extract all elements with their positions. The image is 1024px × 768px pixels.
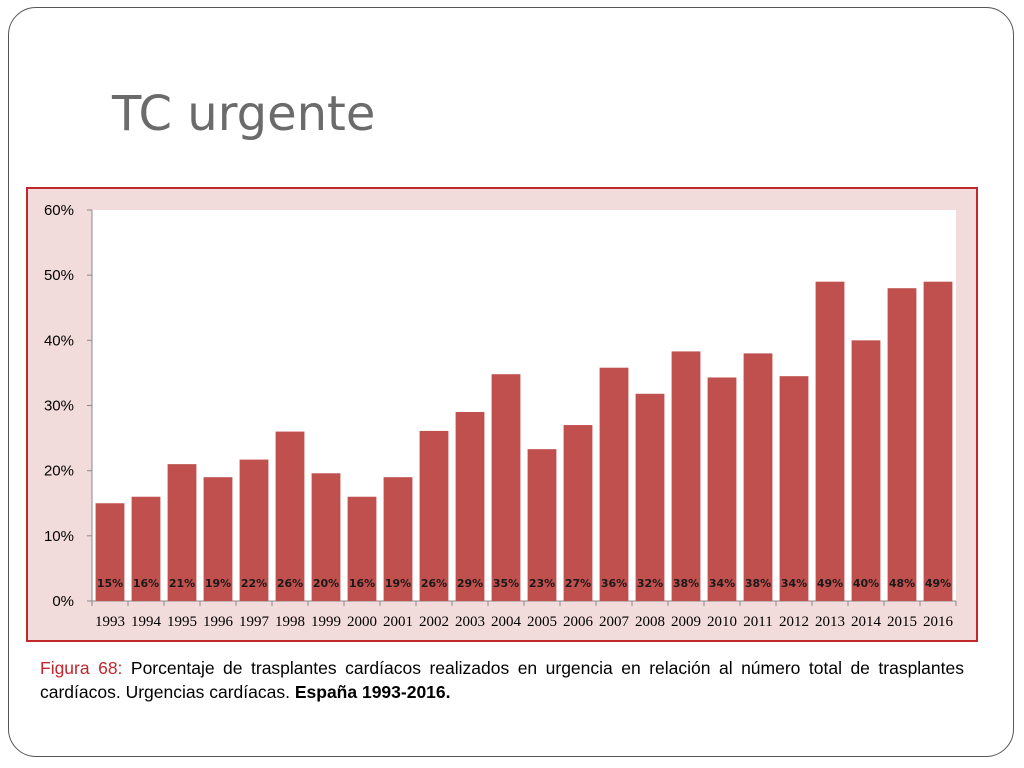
x-tick-label-2000: 2000 [347,614,377,630]
x-tick-label-2002: 2002 [419,614,449,630]
data-label-2001: 19% [385,577,411,590]
bar-2004 [491,374,521,601]
plot-area [92,210,956,601]
x-tick-label-2005: 2005 [527,614,557,630]
x-tick-label-2009: 2009 [671,614,701,630]
y-tick-label: 60% [44,202,74,219]
bar-2011 [743,353,773,601]
x-tick-label-2014: 2014 [851,614,882,630]
data-label-2013: 49% [817,577,843,590]
bar-2010 [707,377,737,601]
bar-1994 [131,496,161,601]
y-tick-label: 30% [44,398,74,415]
x-tick-label-2016: 2016 [923,614,954,630]
bar-2012 [779,376,809,601]
data-label-2008: 32% [637,577,663,590]
y-tick-label: 40% [44,332,74,349]
bar-2014 [851,340,881,601]
bar-1998 [275,431,305,601]
data-label-1996: 19% [205,577,231,590]
data-label-2006: 27% [565,577,591,590]
data-label-1993: 15% [97,577,123,590]
data-label-2004: 35% [493,577,519,590]
y-tick-label: 10% [44,528,74,545]
bar-2016 [923,281,953,601]
y-tick-label: 0% [52,593,74,610]
bar-1993 [95,503,125,601]
x-tick-label-2003: 2003 [455,614,485,630]
bar-2007 [599,367,629,601]
x-tick-label-2004: 2004 [491,614,522,630]
data-label-2014: 40% [853,577,879,590]
x-tick-label-2007: 2007 [599,614,630,630]
x-tick-label-1997: 1997 [239,614,270,630]
data-label-2012: 34% [781,577,807,590]
x-tick-label-2001: 2001 [383,614,413,630]
x-tick-label-2012: 2012 [779,614,809,630]
bar-2003 [455,412,485,601]
data-label-1994: 16% [133,577,159,590]
bar-1996 [203,477,233,601]
data-label-2007: 36% [601,577,627,590]
x-tick-label-2011: 2011 [743,614,772,630]
data-label-1998: 26% [277,577,303,590]
bar-2001 [383,477,413,601]
data-label-1999: 20% [313,577,339,590]
x-tick-label-1999: 1999 [311,614,341,630]
bar-2000 [347,496,377,601]
figure-caption: Figura 68: Porcentaje de trasplantes car… [40,656,964,704]
bar-1999 [311,473,341,601]
bar-chart: 0% 10% 20% 30% 40% 50% 60% 15% 1993 16% 1994 21% 199… [44,202,957,630]
bar-2005 [527,449,557,601]
x-tick-label-1994: 1994 [131,614,162,630]
data-label-2010: 34% [709,577,735,590]
y-tick-label: 20% [44,463,74,480]
data-label-1997: 22% [241,577,267,590]
data-label-2009: 38% [673,577,699,590]
bar-2008 [635,393,665,601]
bar-2013 [815,281,845,601]
chart-container: 0% 10% 20% 30% 40% 50% 60% 15% 1993 16% 1994 21% 199… [26,187,978,642]
caption-bold-text: España 1993-2016. [294,682,451,702]
x-tick-label-1996: 1996 [203,614,234,630]
data-label-2002: 26% [421,577,447,590]
data-label-2016: 49% [925,577,951,590]
caption-label: Figura 68: [40,658,123,678]
x-tick-label-2010: 2010 [707,614,737,630]
data-label-2000: 16% [349,577,375,590]
data-label-2011: 38% [745,577,771,590]
data-label-2005: 23% [529,577,555,590]
data-label-1995: 21% [169,577,195,590]
bar-1997 [239,459,269,601]
x-tick-label-1993: 1993 [95,614,125,630]
y-tick-label: 50% [44,267,74,284]
x-tick-label-2013: 2013 [815,614,845,630]
slide-title: TC urgente [112,86,376,142]
x-tick-label-1998: 1998 [275,614,305,630]
x-tick-label-1995: 1995 [167,614,197,630]
bar-2015 [887,288,917,601]
x-tick-label-2008: 2008 [635,614,665,630]
data-label-2015: 48% [889,577,915,590]
bar-2002 [419,430,449,601]
caption-text: Porcentaje de trasplantes cardíacos real… [40,658,964,702]
bar-1995 [167,464,197,601]
x-tick-label-2006: 2006 [563,614,594,630]
x-tick-label-2015: 2015 [887,614,917,630]
bar-2006 [563,425,593,601]
bar-2009 [671,351,701,601]
data-label-2003: 29% [457,577,483,590]
